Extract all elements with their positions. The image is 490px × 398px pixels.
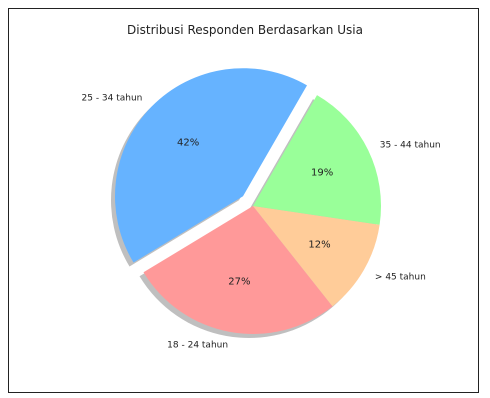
category-label-25-34-tahun: 25 - 34 tahun	[82, 94, 143, 104]
pie-slice-45-tahun	[253, 206, 380, 307]
pie-slice-18-24-tahun	[143, 206, 333, 334]
pie-slice-35-44-tahun	[253, 95, 381, 225]
value-label-45-tahun: 12%	[308, 239, 330, 250]
category-label-18-24-tahun: 18 - 24 tahun	[167, 341, 228, 351]
value-label-35-44-tahun: 19%	[311, 168, 333, 179]
category-label-35-44-tahun: 35 - 44 tahun	[380, 141, 441, 151]
chart-title: Distribusi Responden Berdasarkan Usia	[127, 23, 363, 37]
value-label-18-24-tahun: 27%	[228, 277, 250, 288]
category-label-45-tahun: > 45 tahun	[375, 272, 426, 282]
pie-slice-25-34-tahun	[114, 68, 307, 263]
value-label-25-34-tahun: 42%	[177, 137, 199, 148]
